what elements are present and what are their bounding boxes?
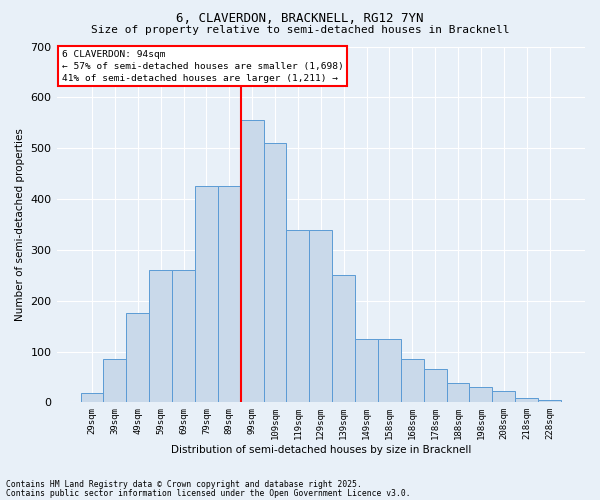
- Text: 6 CLAVERDON: 94sqm
← 57% of semi-detached houses are smaller (1,698)
41% of semi: 6 CLAVERDON: 94sqm ← 57% of semi-detache…: [62, 50, 344, 82]
- Bar: [263, 143, 286, 403]
- Bar: [310, 230, 332, 402]
- Bar: [446, 383, 469, 402]
- Bar: [103, 359, 127, 403]
- Text: Contains HM Land Registry data © Crown copyright and database right 2025.: Contains HM Land Registry data © Crown c…: [6, 480, 362, 489]
- Text: Contains public sector information licensed under the Open Government Licence v3: Contains public sector information licen…: [6, 488, 410, 498]
- Bar: [80, 393, 103, 402]
- Text: Size of property relative to semi-detached houses in Bracknell: Size of property relative to semi-detach…: [91, 25, 509, 35]
- Bar: [127, 314, 149, 402]
- Bar: [401, 359, 424, 403]
- Bar: [424, 370, 446, 402]
- Bar: [332, 275, 355, 402]
- Bar: [218, 186, 241, 402]
- Bar: [469, 387, 493, 402]
- Bar: [355, 339, 378, 402]
- Bar: [515, 398, 538, 402]
- Bar: [195, 186, 218, 402]
- Bar: [378, 339, 401, 402]
- Text: 6, CLAVERDON, BRACKNELL, RG12 7YN: 6, CLAVERDON, BRACKNELL, RG12 7YN: [176, 12, 424, 26]
- Bar: [286, 230, 310, 402]
- Bar: [172, 270, 195, 402]
- Bar: [241, 120, 263, 403]
- Bar: [149, 270, 172, 402]
- Y-axis label: Number of semi-detached properties: Number of semi-detached properties: [15, 128, 25, 321]
- Bar: [538, 400, 561, 402]
- X-axis label: Distribution of semi-detached houses by size in Bracknell: Distribution of semi-detached houses by …: [170, 445, 471, 455]
- Bar: [493, 391, 515, 402]
